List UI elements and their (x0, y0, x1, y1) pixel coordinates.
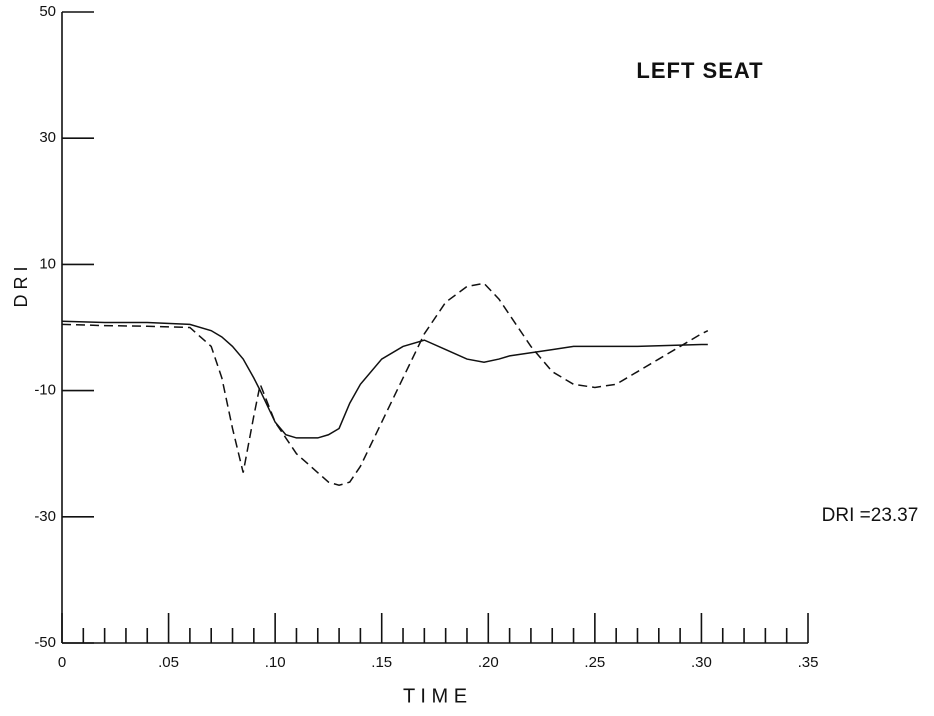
y-tick-label: -10 (34, 382, 56, 399)
x-tick-label: .10 (265, 654, 286, 671)
x-tick-label: .25 (584, 654, 605, 671)
x-tick-label: .20 (478, 654, 499, 671)
data-line (61, 282, 709, 487)
x-tick-label: .35 (798, 654, 819, 671)
x-axis-label: T I M E (403, 685, 467, 707)
annotation: LEFT SEAT (636, 58, 763, 83)
y-tick-label: 30 (39, 129, 56, 146)
x-tick-label: .30 (691, 654, 712, 671)
x-tick-label: 0 (58, 654, 66, 671)
y-tick-label: -30 (34, 508, 56, 525)
y-tick-label: 10 (39, 255, 56, 272)
y-tick-label: -50 (34, 634, 56, 651)
x-tick-label: .15 (371, 654, 392, 671)
y-tick-label: 50 (39, 3, 56, 20)
annotation: DRI =23.37 (822, 505, 919, 526)
y-axis-label: D R I (11, 266, 31, 307)
x-tick-label: .05 (158, 654, 179, 671)
data-line (61, 320, 708, 439)
